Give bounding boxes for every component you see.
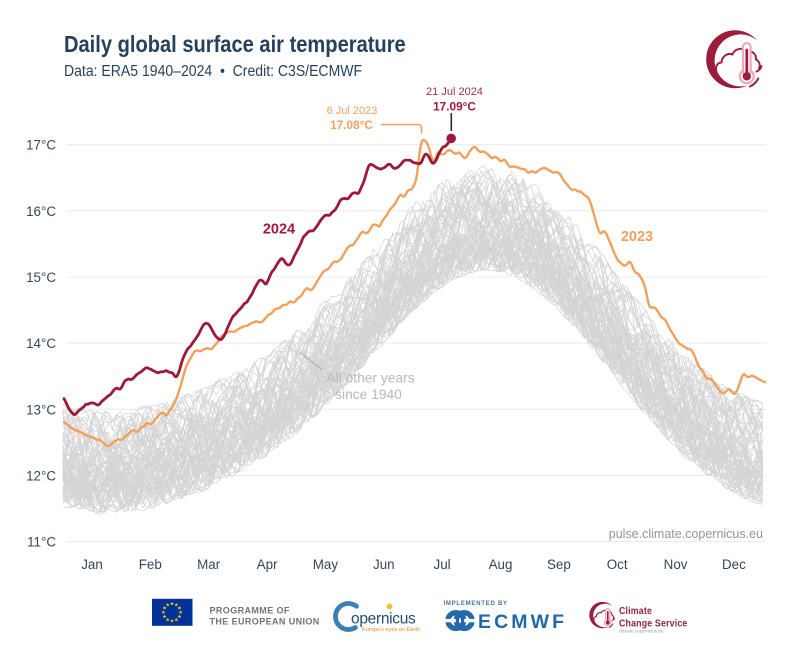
svg-text:since 1940: since 1940 <box>335 387 402 402</box>
svg-text:Sep: Sep <box>547 557 571 572</box>
svg-text:21 Jul 2024: 21 Jul 2024 <box>426 86 483 98</box>
svg-text:Oct: Oct <box>607 557 628 572</box>
svg-text:Europe's eyes on Earth: Europe's eyes on Earth <box>362 627 420 633</box>
svg-text:17°C: 17°C <box>26 138 56 153</box>
svg-text:12°C: 12°C <box>26 468 56 483</box>
svg-text:16°C: 16°C <box>26 204 56 219</box>
svg-text:THE EUROPEAN UNION: THE EUROPEAN UNION <box>210 617 320 627</box>
svg-text:Jun: Jun <box>373 557 395 572</box>
svg-text:11°C: 11°C <box>27 535 56 550</box>
svg-text:17.09°C: 17.09°C <box>433 100 476 114</box>
svg-text:pulse.climate.copernicus.eu: pulse.climate.copernicus.eu <box>609 527 763 541</box>
svg-text:climate.copernicus.eu: climate.copernicus.eu <box>619 629 664 634</box>
svg-text:13°C: 13°C <box>26 402 56 417</box>
svg-text:IMPLEMENTED BY: IMPLEMENTED BY <box>444 600 508 607</box>
svg-text:Nov: Nov <box>664 557 688 572</box>
svg-text:Climate: Climate <box>619 605 652 617</box>
svg-text:ECMWF: ECMWF <box>478 611 567 633</box>
svg-text:Dec: Dec <box>722 557 746 572</box>
svg-text:Aug: Aug <box>489 557 513 572</box>
svg-text:All other years: All other years <box>326 371 414 386</box>
svg-text:Feb: Feb <box>139 557 162 572</box>
svg-text:14°C: 14°C <box>26 336 56 351</box>
svg-text:Jan: Jan <box>81 557 103 572</box>
svg-text:15°C: 15°C <box>26 270 56 285</box>
svg-text:May: May <box>313 557 339 572</box>
svg-text:2024: 2024 <box>263 222 295 238</box>
svg-text:Mar: Mar <box>197 557 221 572</box>
svg-text:Apr: Apr <box>257 557 278 572</box>
svg-text:Jul: Jul <box>434 557 451 572</box>
svg-text:Change Service: Change Service <box>619 618 688 630</box>
svg-text:opernicus: opernicus <box>351 611 416 628</box>
svg-text:17.08°C: 17.08°C <box>330 118 373 132</box>
svg-text:6 Jul 2023: 6 Jul 2023 <box>327 105 378 117</box>
svg-text:PROGRAMME OF: PROGRAMME OF <box>210 606 290 616</box>
svg-text:2023: 2023 <box>621 229 653 245</box>
